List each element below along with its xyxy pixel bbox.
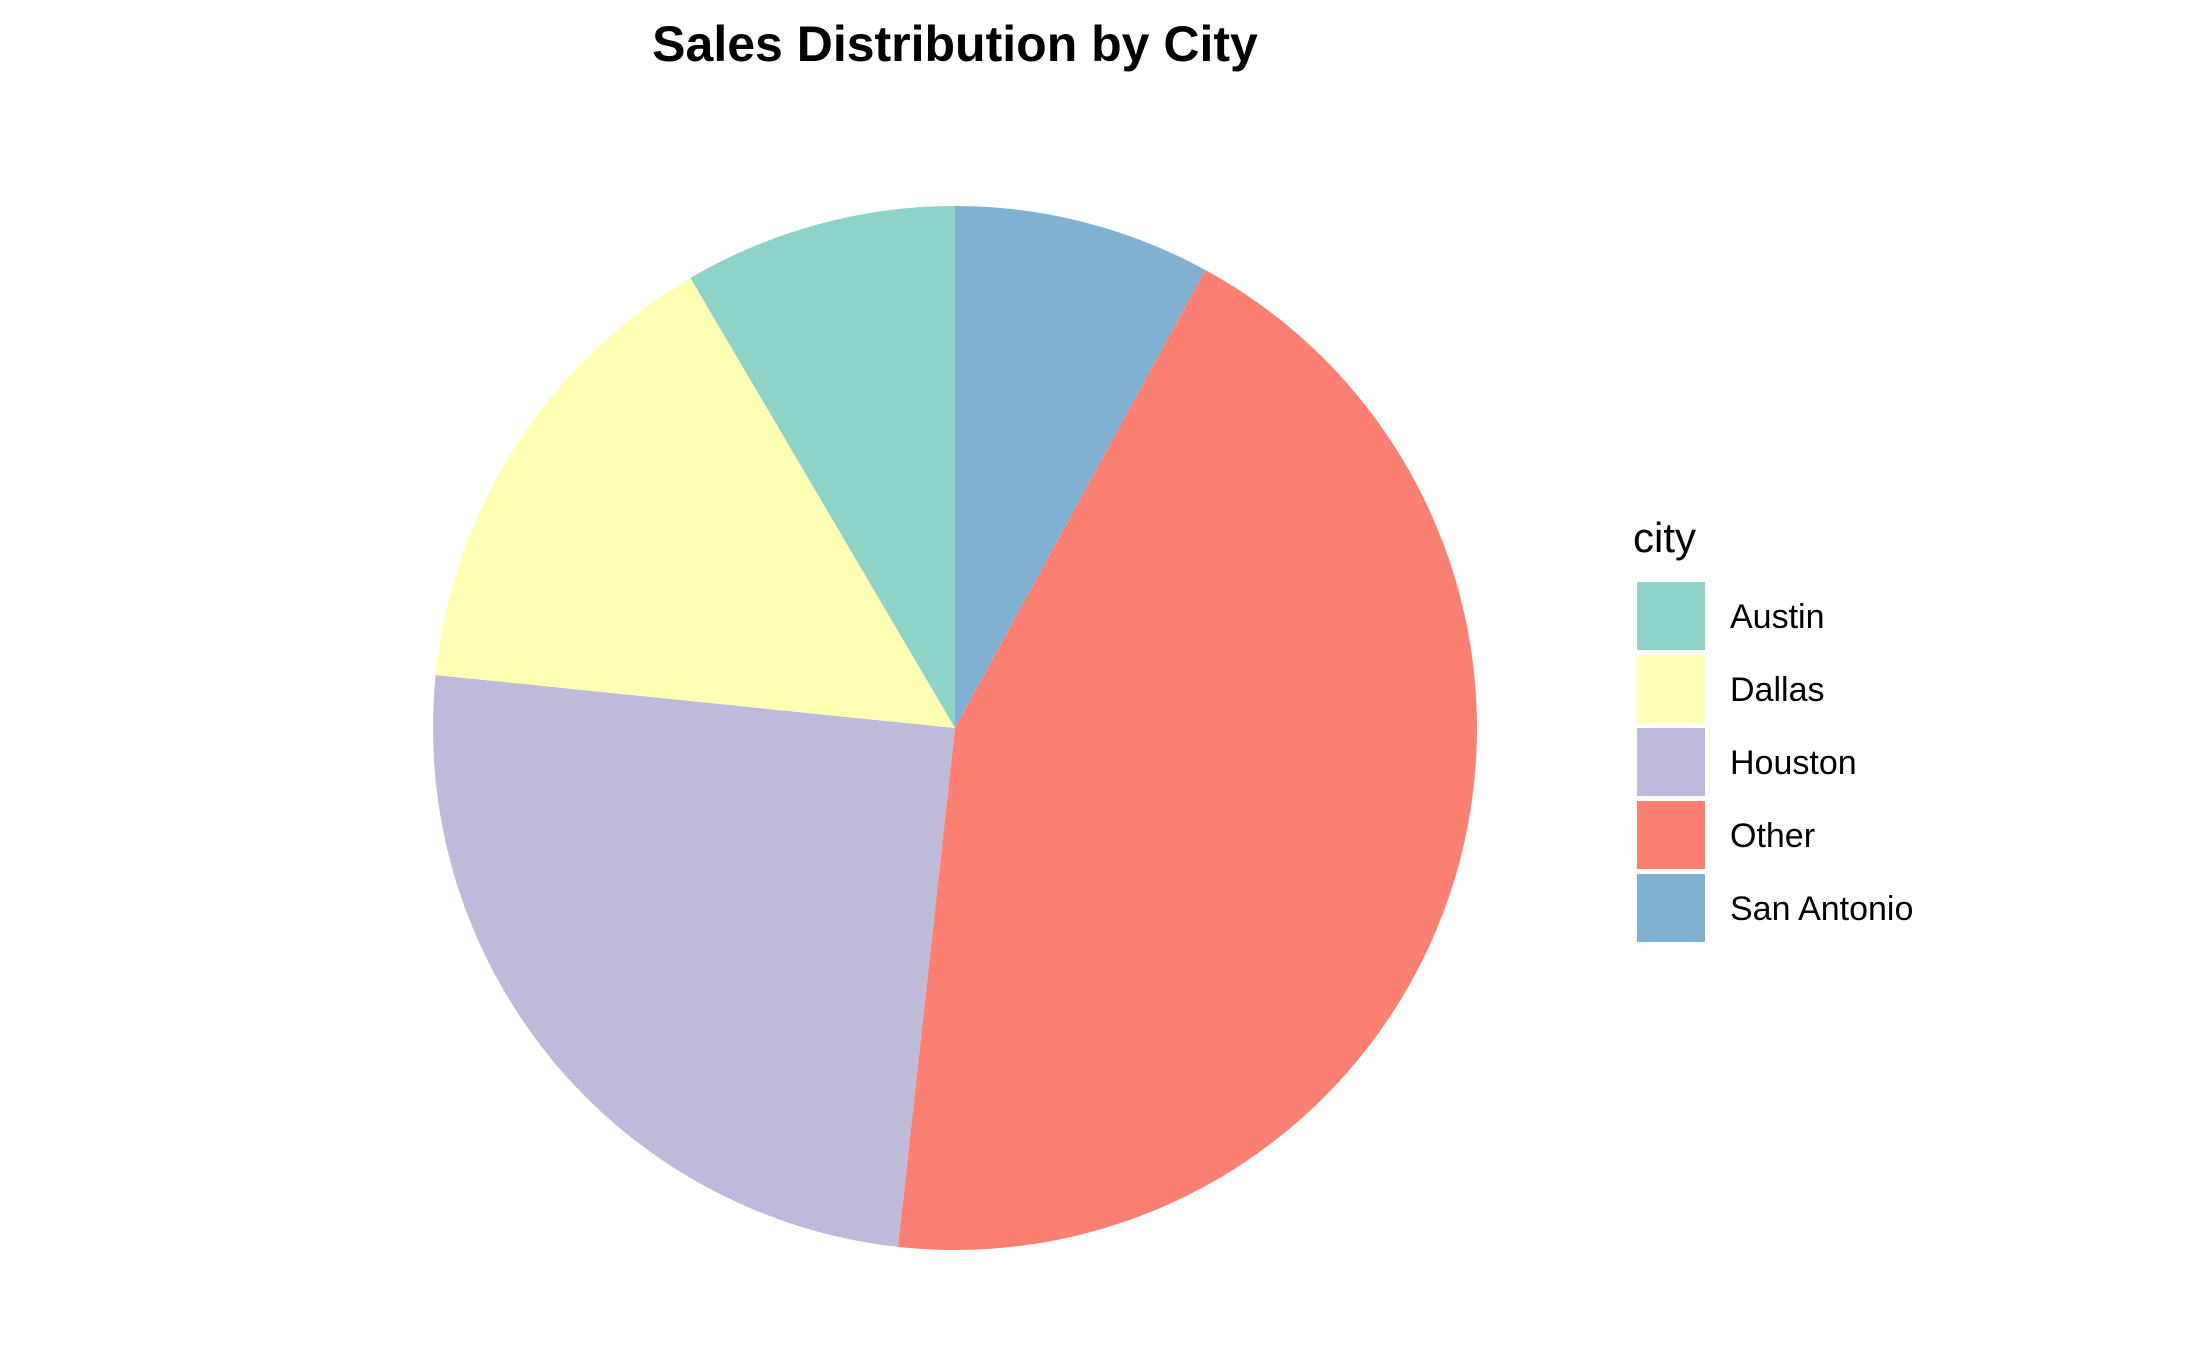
legend-label-other: Other xyxy=(1730,817,1815,855)
legend-key-houston xyxy=(1637,728,1705,796)
legend-title: city xyxy=(1633,514,1696,561)
pie-slice-houston xyxy=(432,675,955,1247)
legend-key-other xyxy=(1637,801,1705,869)
pie-slice-austin xyxy=(690,206,955,728)
pie-slice-other xyxy=(898,269,1478,1251)
legend-label-houston: Houston xyxy=(1730,744,1857,782)
pie-slice-san-antonio xyxy=(955,206,1206,728)
legend-label-dallas: Dallas xyxy=(1730,671,1824,709)
chart-title: Sales Distribution by City xyxy=(652,16,1258,72)
legend-key-san-antonio xyxy=(1637,874,1705,942)
legend-label-san-antonio: San Antonio xyxy=(1730,890,1913,928)
pie-slices xyxy=(432,206,1478,1251)
legend: city Austin Dallas Houston Other San Antonio xyxy=(1633,514,1913,942)
pie-slice-dallas xyxy=(435,277,955,728)
legend-label-austin: Austin xyxy=(1730,598,1825,636)
legend-key-austin xyxy=(1637,582,1705,650)
legend-key-dallas xyxy=(1637,655,1705,723)
